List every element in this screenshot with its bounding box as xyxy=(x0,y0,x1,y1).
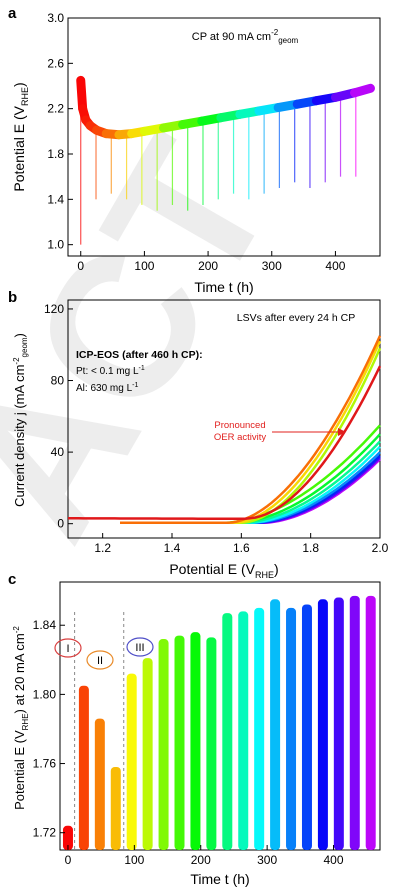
plot-frame-c xyxy=(59,581,381,851)
plot-frame-a xyxy=(67,17,381,257)
x-tick-label-a: 200 xyxy=(198,259,218,273)
lsv-curve xyxy=(68,365,382,521)
region-oval xyxy=(54,638,82,658)
x-tick-label-a: 400 xyxy=(325,259,345,273)
y-tick-label-c: 1.72 xyxy=(33,826,57,840)
x-tick-label-b: 1.4 xyxy=(164,541,181,555)
x-axis-label-b: Potential E (VRHE) xyxy=(169,561,278,580)
panel-a: a 0 100 200 300 400 1.0 1.4 1.8 2.2 2.6 3.0 CP at … xyxy=(8,5,381,295)
x-axis-label-a: Time t (h) xyxy=(194,279,253,295)
bar xyxy=(349,595,360,850)
panel-b: b 1.2 1.4 1.6 1.8 2.0 0 40 80 120 LSVs after eve… xyxy=(8,289,389,580)
x-tick-label-b: 1.8 xyxy=(302,541,319,555)
x-axis-label-c: Time t (h) xyxy=(190,871,249,887)
region-label: II xyxy=(97,655,103,667)
bar xyxy=(206,637,217,850)
y-tick-label-b: 40 xyxy=(51,445,65,459)
bar xyxy=(317,599,328,850)
y-tick-label-c: 1.76 xyxy=(33,757,57,771)
cp-trace-segment xyxy=(350,83,375,98)
oer-annotation-line1: Pronounced xyxy=(214,420,265,431)
x-tick-label-c: 0 xyxy=(65,853,72,867)
icp-title: ICP-EOS (after 460 h CP): xyxy=(76,349,203,361)
oer-arrow-head xyxy=(338,428,346,436)
region-oval xyxy=(86,650,114,670)
lsv-curve xyxy=(120,335,382,525)
y-tick-label-a: 2.2 xyxy=(47,102,64,116)
bar xyxy=(270,599,281,850)
lsv-note: LSVs after every 24 h CP xyxy=(237,312,355,324)
x-tick-label-a: 100 xyxy=(134,259,154,273)
y-tick-label-b: 120 xyxy=(44,302,64,316)
y-tick-label-c: 1.80 xyxy=(33,687,57,701)
oer-annotation-line2: OER activity xyxy=(214,432,267,443)
y-tick-label-c: 1.84 xyxy=(33,618,57,632)
cp-annotation: CP at 90 mA cm-2geom xyxy=(192,28,299,45)
y-tick-label-b: 0 xyxy=(57,517,64,531)
y-tick-label-a: 1.0 xyxy=(47,238,64,252)
bar xyxy=(110,767,121,850)
region-label: I xyxy=(66,643,69,655)
x-tick-label-c: 200 xyxy=(191,853,211,867)
bar xyxy=(94,718,105,850)
panel-label-a: a xyxy=(8,5,17,22)
bar xyxy=(365,595,376,850)
region-oval xyxy=(126,637,154,657)
bar xyxy=(142,658,153,850)
x-tick-label-c: 100 xyxy=(124,853,144,867)
plot-frame-b xyxy=(67,299,381,539)
y-tick-label-b: 80 xyxy=(51,374,65,388)
bar xyxy=(78,685,89,850)
bar xyxy=(301,604,312,850)
x-tick-label-b: 1.2 xyxy=(94,541,111,555)
cp-trace-segment xyxy=(76,75,88,114)
bar xyxy=(222,613,233,850)
x-tick-label-b: 2.0 xyxy=(372,541,389,555)
y-tick-label-a: 2.6 xyxy=(47,56,64,70)
y-tick-label-a: 1.4 xyxy=(47,192,64,206)
bar xyxy=(333,597,344,850)
icp-pt: Pt: < 0.1 mg L-1 xyxy=(76,365,145,377)
x-tick-label-c: 400 xyxy=(324,853,344,867)
x-tick-label-c: 300 xyxy=(257,853,277,867)
icp-al: Al: 630 mg L-1 xyxy=(76,382,138,394)
panel-label-b: b xyxy=(8,289,17,306)
bar xyxy=(126,673,137,850)
y-tick-label-a: 1.8 xyxy=(47,147,64,161)
bar xyxy=(190,632,201,850)
y-axis-label-b: Current density j (mA cm-2geom) xyxy=(12,333,29,507)
bar xyxy=(286,607,297,850)
bar xyxy=(238,611,249,850)
y-axis-label-a: Potential E (VRHE) xyxy=(11,82,30,191)
bar xyxy=(174,635,185,850)
y-tick-label-a: 3.0 xyxy=(47,11,64,25)
bar xyxy=(62,825,73,850)
bar xyxy=(158,639,169,850)
panel-label-c: c xyxy=(8,571,16,588)
x-tick-label-a: 300 xyxy=(262,259,282,273)
y-axis-label-c: Potential E (VRHE) at 20 mA cm-2 xyxy=(12,626,30,810)
x-tick-label-b: 1.6 xyxy=(233,541,250,555)
region-label: III xyxy=(135,642,144,654)
x-tick-label-a: 0 xyxy=(77,259,84,273)
bar xyxy=(254,607,265,850)
